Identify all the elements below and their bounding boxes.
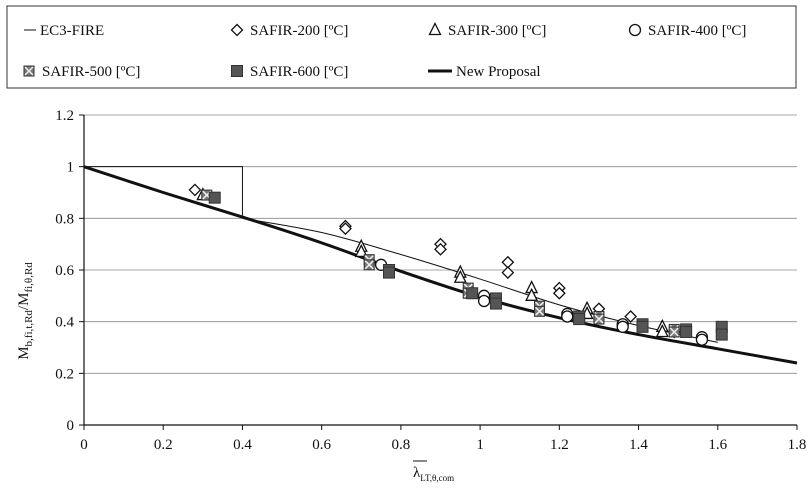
- marker-cross: [364, 260, 374, 270]
- legend-marker: [23, 65, 35, 77]
- data-point: [434, 242, 447, 256]
- data-point: [354, 243, 368, 258]
- axes: 0 0.2 0.4 0.6 0.8 1 1.2 0 0.2 0.4 0.6 0.8 1 1.2 1.4 1.6…: [55, 108, 806, 453]
- legend-label: New Proposal: [456, 64, 541, 80]
- data-points: [188, 183, 728, 346]
- legend-label: SAFIR-400 [ºC]: [648, 23, 746, 39]
- x-tick-label: 1.4: [629, 437, 648, 453]
- y-tick-label: 0: [67, 418, 75, 434]
- data-point: [208, 191, 221, 204]
- y-tick-label: 0.6: [55, 263, 74, 279]
- y-tick-label: 0.2: [55, 366, 74, 382]
- data-point: [188, 183, 202, 197]
- data-point: [552, 286, 566, 300]
- data-point: [680, 326, 693, 338]
- x-tick-label: 0.4: [233, 437, 252, 453]
- data-point: [477, 294, 491, 308]
- data-point: [363, 259, 375, 271]
- data-point: [501, 266, 515, 280]
- data-point: [668, 326, 680, 338]
- data-point: [616, 320, 629, 333]
- data-point: [624, 310, 638, 323]
- x-tick-label: 1.2: [550, 437, 569, 453]
- marker-cross: [594, 314, 604, 324]
- legend-marker: [628, 23, 642, 37]
- y-tick-label: 0.8: [55, 211, 74, 227]
- legend-marker: [428, 22, 442, 36]
- legend-marker: [231, 65, 243, 77]
- data-point: [636, 320, 649, 333]
- legend-label: EC3-FIRE: [40, 23, 104, 39]
- marker-cross: [534, 306, 545, 316]
- data-point: [593, 313, 605, 325]
- data-point: [534, 305, 546, 317]
- x-tick-label: 1.6: [708, 437, 727, 453]
- data-point: [573, 313, 586, 326]
- data-point: [655, 324, 669, 338]
- y-tick-label: 1: [67, 160, 75, 176]
- x-tick-label: 0.8: [392, 437, 411, 453]
- data-point: [466, 287, 479, 300]
- marker-cross: [669, 327, 679, 337]
- legend-label: SAFIR-500 [ºC]: [42, 64, 140, 80]
- x-axis-label: λLT,θ,com: [413, 465, 454, 483]
- legend-label: SAFIR-600 [ºC]: [250, 64, 348, 80]
- new-proposal-line: [83, 165, 798, 365]
- y-tick-label: 0.4: [55, 315, 74, 331]
- data-point: [453, 269, 467, 283]
- x-tick-label: 0.2: [154, 437, 173, 453]
- marker-cross: [24, 66, 34, 76]
- legend: EC3-FIRE SAFIR-200 [ºC] SAFIR-300 [ºC] SAFI…: [6, 5, 797, 89]
- legend-label: SAFIR-200 [ºC]: [250, 23, 348, 39]
- data-point: [525, 287, 539, 301]
- data-point: [561, 310, 574, 323]
- y-tick-label: 1.2: [55, 108, 74, 124]
- x-tick-label: 1.8: [788, 437, 807, 453]
- data-point: [695, 333, 709, 346]
- data-point: [489, 297, 502, 310]
- x-tick-label: 1: [476, 437, 484, 453]
- legend-label: SAFIR-300 [ºC]: [448, 23, 546, 39]
- data-point: [715, 328, 728, 341]
- data-point: [339, 222, 352, 236]
- x-tick-label: 0: [80, 437, 88, 453]
- data-point: [383, 266, 396, 279]
- data-point: [501, 255, 515, 269]
- x-tick-label: 0.6: [312, 437, 331, 453]
- y-axis-label: Mb,fi,t,Rd/Mfi,θ,Rd: [16, 262, 35, 360]
- legend-marker: [230, 23, 244, 37]
- legend-box: [6, 5, 797, 89]
- ec3-fire-line: [84, 166, 243, 219]
